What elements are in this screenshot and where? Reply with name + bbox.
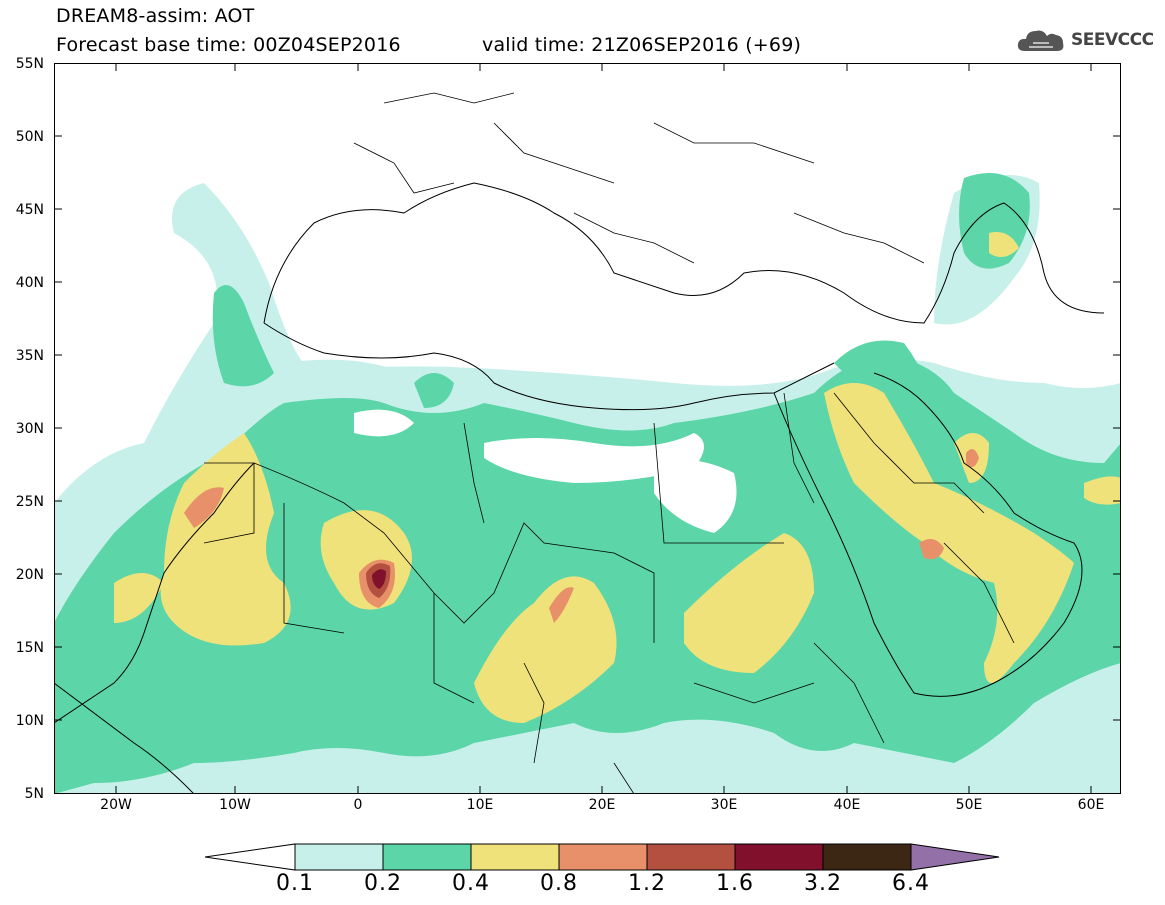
map-title: DREAM8-assim: AOT bbox=[56, 5, 255, 27]
colorbar-bin bbox=[822, 843, 912, 871]
lon-label: 10E bbox=[466, 797, 494, 813]
lat-label: 5N bbox=[24, 786, 44, 802]
lat-label: 40N bbox=[15, 275, 44, 291]
colorbar-label: 0.2 bbox=[364, 871, 402, 896]
colorbar-label: 0.1 bbox=[276, 871, 314, 896]
lat-label: 50N bbox=[15, 129, 44, 145]
forecast-base-time: Forecast base time: 00Z04SEP2016 bbox=[56, 34, 401, 56]
lon-label: 30E bbox=[710, 797, 738, 813]
lat-label: 45N bbox=[15, 202, 44, 218]
lat-label: 55N bbox=[15, 56, 44, 72]
colorbar-label: 0.4 bbox=[452, 871, 490, 896]
aot-level-1.6 bbox=[372, 569, 386, 589]
colorbar-max-arrow bbox=[910, 843, 1000, 871]
lon-label: 10W bbox=[219, 797, 251, 813]
valid-time: valid time: 21Z06SEP2016 (+69) bbox=[482, 34, 802, 56]
colorbar-min-arrow bbox=[205, 843, 296, 871]
lon-label: 40E bbox=[833, 797, 861, 813]
colorbar-bin bbox=[646, 843, 736, 871]
lat-label: 25N bbox=[15, 494, 44, 510]
colorbar-label: 1.6 bbox=[716, 871, 754, 896]
lat-label: 30N bbox=[15, 421, 44, 437]
lon-label: 20W bbox=[100, 797, 132, 813]
seevccc-logo: SEEVCCC bbox=[1015, 22, 1154, 58]
colorbar-label: 6.4 bbox=[892, 871, 930, 896]
aot-low-areas bbox=[354, 409, 737, 533]
lat-label: 15N bbox=[15, 640, 44, 656]
colorbar bbox=[205, 843, 1000, 871]
lon-label: 20E bbox=[588, 797, 616, 813]
colorbar-label: 1.2 bbox=[628, 871, 666, 896]
coastlines bbox=[54, 182, 1105, 794]
country-borders bbox=[203, 92, 1015, 794]
lat-label: 20N bbox=[15, 567, 44, 583]
lon-label: 50E bbox=[955, 797, 983, 813]
colorbar-bin bbox=[558, 843, 648, 871]
aot-level-0.4 bbox=[114, 232, 1121, 723]
colorbar-bin bbox=[734, 843, 824, 871]
logo-text: SEEVCCC bbox=[1071, 30, 1154, 50]
colorbar-bin bbox=[470, 843, 560, 871]
colorbar-label: 0.8 bbox=[540, 871, 578, 896]
lat-label: 10N bbox=[15, 713, 44, 729]
aot-map bbox=[54, 63, 1121, 794]
colorbar-label: 3.2 bbox=[804, 871, 842, 896]
colorbar-bin bbox=[294, 843, 384, 871]
cloud-icon bbox=[1017, 30, 1064, 51]
lon-label: 0 bbox=[353, 797, 363, 813]
colorbar-bin bbox=[382, 843, 472, 871]
lat-label: 35N bbox=[15, 348, 44, 364]
axis-ticks bbox=[54, 63, 1121, 794]
lon-label: 60E bbox=[1077, 797, 1105, 813]
